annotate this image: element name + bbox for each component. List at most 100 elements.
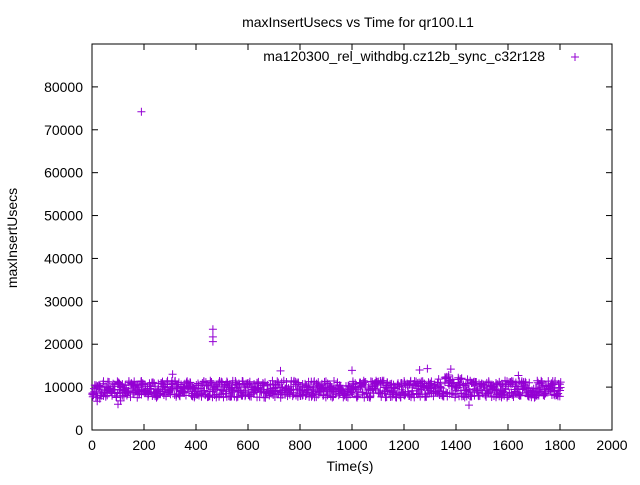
data-point bbox=[162, 392, 171, 401]
data-point bbox=[232, 393, 241, 402]
data-point bbox=[535, 388, 544, 397]
x-tick-label: 0 bbox=[88, 437, 96, 453]
x-tick-label: 1200 bbox=[388, 437, 419, 453]
data-point bbox=[198, 379, 207, 388]
data-point bbox=[525, 378, 534, 387]
y-tick-label: 10000 bbox=[44, 379, 83, 395]
x-tick-label: 600 bbox=[236, 437, 260, 453]
data-point bbox=[550, 378, 559, 387]
outlier-point bbox=[415, 365, 424, 374]
data-point bbox=[554, 384, 563, 393]
data-point bbox=[375, 388, 384, 397]
data-point bbox=[112, 393, 121, 402]
data-point bbox=[437, 384, 446, 393]
data-point bbox=[233, 392, 242, 401]
data-point bbox=[388, 392, 397, 401]
data-point bbox=[342, 391, 351, 400]
data-point bbox=[358, 388, 367, 397]
data-point bbox=[330, 377, 338, 386]
data-point bbox=[309, 388, 318, 397]
data-point bbox=[516, 391, 525, 400]
x-tick-label: 1400 bbox=[440, 437, 471, 453]
data-point bbox=[537, 377, 546, 386]
data-point bbox=[359, 376, 368, 385]
data-point bbox=[101, 392, 110, 401]
data-point bbox=[457, 374, 466, 383]
data-point bbox=[261, 393, 270, 402]
data-point bbox=[521, 377, 530, 386]
legend-marker bbox=[571, 53, 579, 61]
data-point bbox=[531, 393, 540, 402]
data-point bbox=[444, 371, 453, 380]
data-point bbox=[94, 384, 103, 393]
x-tick-label: 2000 bbox=[596, 437, 627, 453]
data-point bbox=[349, 380, 358, 389]
data-point bbox=[282, 378, 291, 387]
outlier-point bbox=[116, 396, 125, 405]
y-tick-label: 30000 bbox=[44, 293, 83, 309]
x-tick-label: 400 bbox=[184, 437, 208, 453]
data-point bbox=[379, 376, 388, 385]
data-point bbox=[269, 390, 278, 399]
data-point bbox=[99, 379, 108, 388]
outlier-point bbox=[208, 337, 217, 346]
data-point bbox=[422, 392, 431, 401]
y-tick-label: 50000 bbox=[44, 208, 83, 224]
data-point bbox=[514, 384, 523, 393]
data-point bbox=[223, 378, 232, 387]
outlier-point bbox=[137, 107, 146, 116]
data-point bbox=[537, 383, 546, 392]
data-point bbox=[186, 378, 195, 387]
outlier-point bbox=[208, 325, 217, 334]
data-point bbox=[405, 391, 414, 400]
legend: ma120300_rel_withdbg.cz12b_sync_c32r128 bbox=[263, 48, 579, 64]
data-point bbox=[105, 378, 114, 387]
x-tick-label: 1000 bbox=[336, 437, 367, 453]
y-tick-label: 0 bbox=[75, 422, 83, 438]
data-point bbox=[259, 379, 268, 388]
data-point bbox=[412, 384, 421, 393]
legend-label: ma120300_rel_withdbg.cz12b_sync_c32r128 bbox=[263, 48, 545, 64]
x-tick-label: 1600 bbox=[492, 437, 523, 453]
outlier-point bbox=[276, 366, 285, 375]
x-axis-label: Time(s) bbox=[327, 458, 374, 474]
outlier-point bbox=[465, 401, 473, 410]
outlier-point bbox=[446, 365, 455, 374]
outlier-point bbox=[514, 371, 523, 380]
data-point bbox=[328, 393, 337, 402]
data-point bbox=[556, 386, 565, 395]
outlier-point bbox=[95, 394, 104, 403]
y-axis-label: maxInsertUsecs bbox=[4, 188, 20, 288]
y-tick-label: 20000 bbox=[44, 336, 83, 352]
data-point bbox=[496, 386, 505, 395]
data-point bbox=[155, 389, 164, 398]
data-point bbox=[515, 390, 524, 399]
data-point bbox=[371, 385, 380, 394]
data-point bbox=[471, 377, 480, 386]
data-point bbox=[399, 390, 408, 399]
data-point bbox=[364, 384, 373, 393]
x-tick-label: 1800 bbox=[544, 437, 575, 453]
data-point bbox=[440, 378, 449, 387]
x-tick-label: 800 bbox=[288, 437, 312, 453]
y-tick-label: 60000 bbox=[44, 165, 83, 181]
chart-title: maxInsertUsecs vs Time for qr100.L1 bbox=[242, 14, 474, 30]
outlier-point bbox=[423, 364, 432, 373]
data-point bbox=[243, 378, 252, 387]
data-point bbox=[288, 392, 297, 401]
axis-ticks: 0 200 400 600 800 1000 1200 1400 1600 1800 2000010… bbox=[44, 44, 628, 453]
data-point bbox=[456, 375, 465, 384]
data-point bbox=[436, 383, 445, 392]
y-tick-label: 40000 bbox=[44, 250, 83, 266]
data-point bbox=[245, 391, 254, 400]
data-point bbox=[130, 377, 139, 386]
data-point bbox=[229, 387, 238, 396]
y-tick-label: 80000 bbox=[44, 79, 83, 95]
data-point bbox=[442, 388, 451, 397]
data-point bbox=[434, 375, 443, 384]
data-point bbox=[122, 391, 131, 400]
data-point bbox=[171, 376, 180, 385]
outlier-point bbox=[168, 370, 177, 379]
